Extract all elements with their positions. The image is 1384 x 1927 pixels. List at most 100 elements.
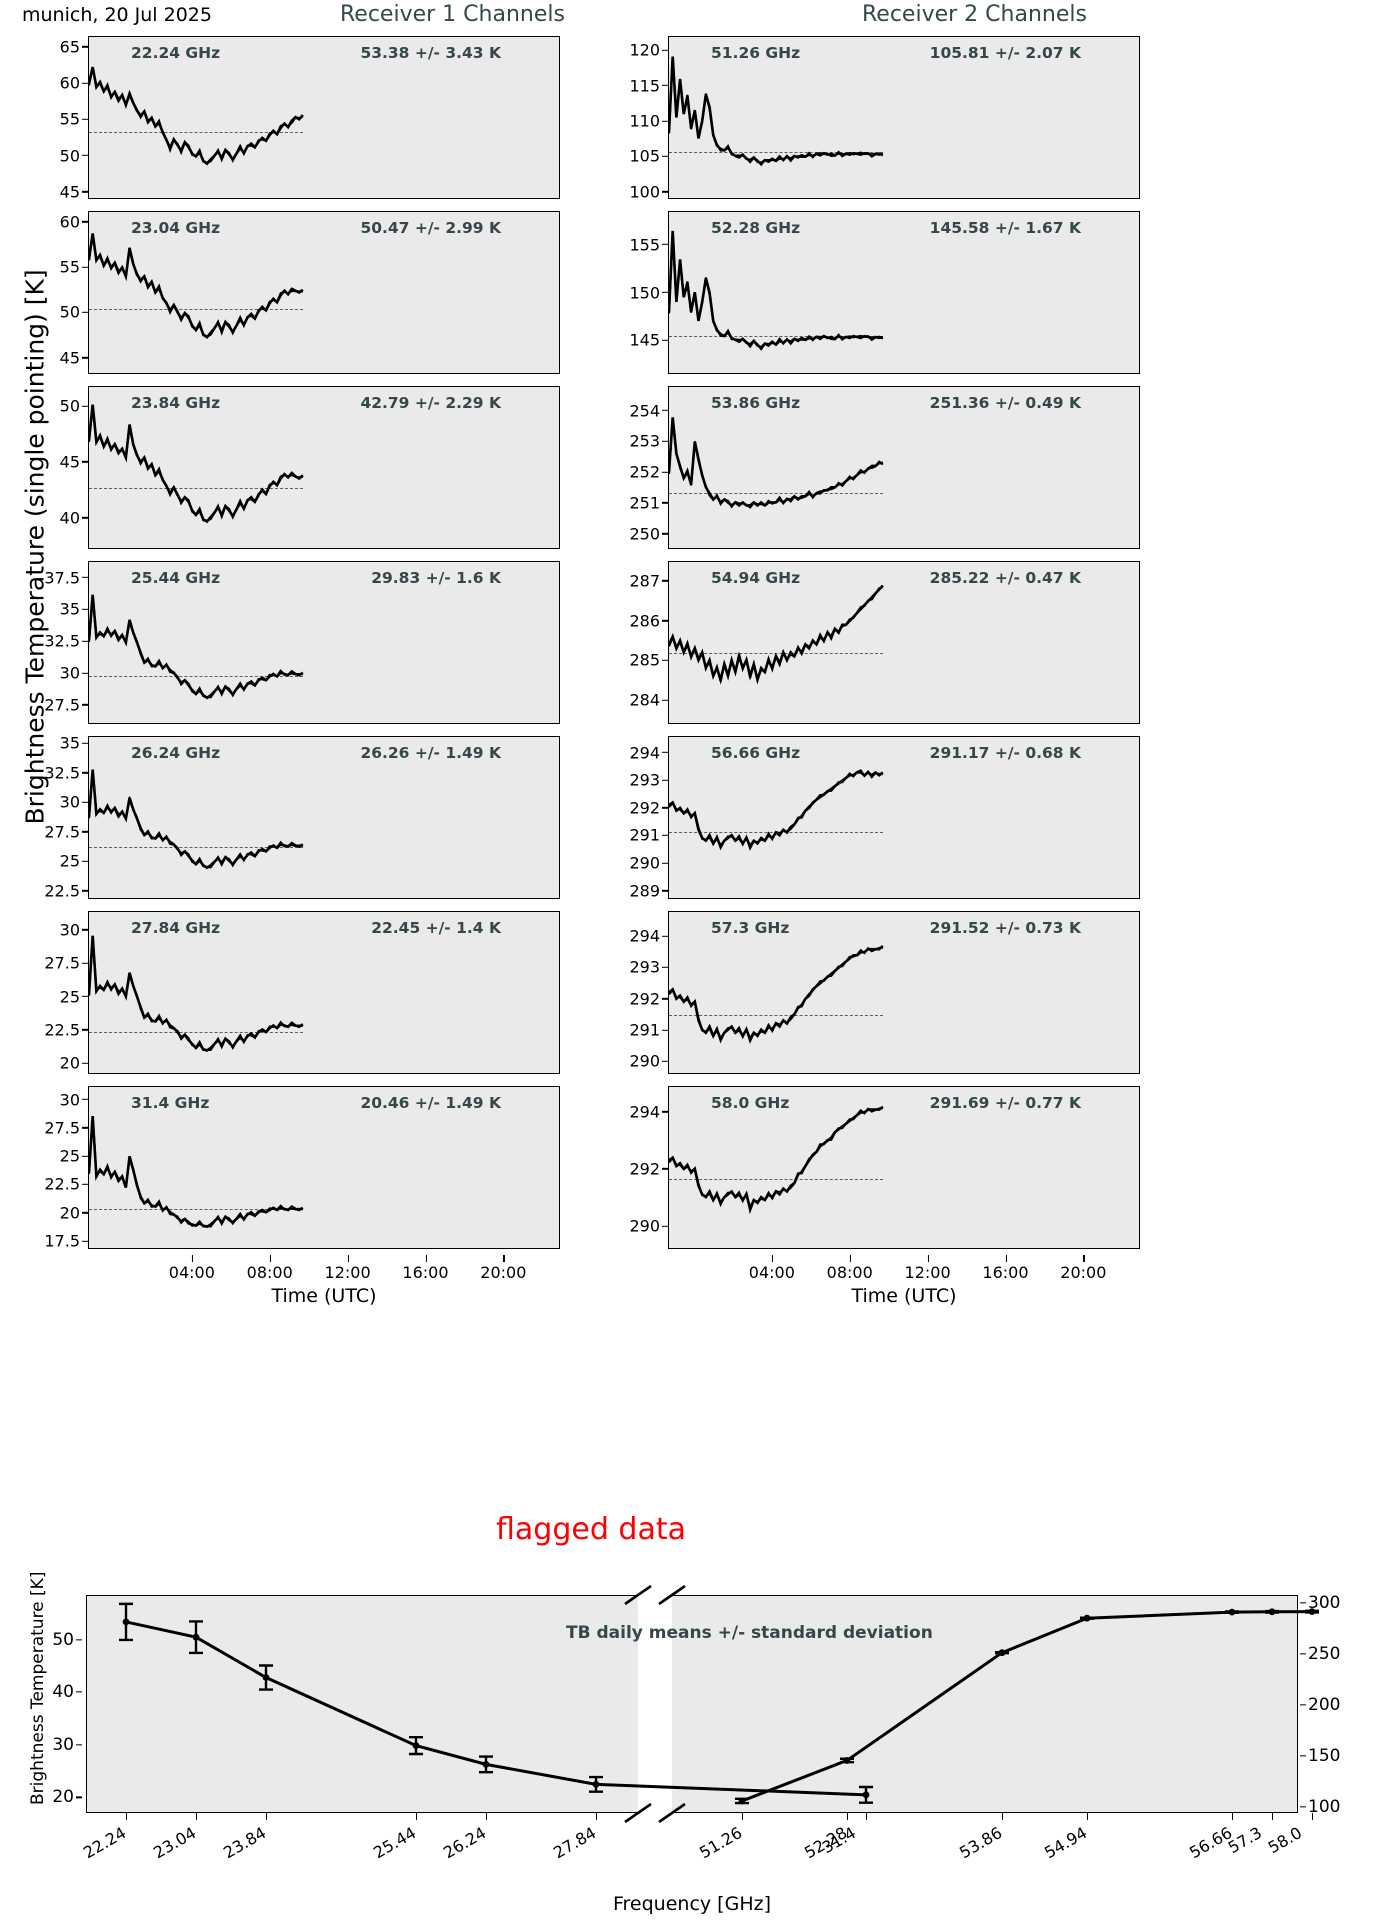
y-tick-label: 50 (59, 396, 80, 416)
x-tick-label: 08:00 (826, 1255, 873, 1282)
x-tick-label: 12:00 (904, 1255, 951, 1282)
y-tick-label: 250 (629, 524, 660, 544)
panel-plot-area: 26.24 GHz 26.26 +/- 1.49 K (88, 736, 560, 899)
y-tick-label: 25 (59, 851, 80, 871)
channel-panel: 40 45 50 23.84 GHz 42.79 +/- 2.29 K (0, 380, 560, 555)
panel-y-axis: 27.5 30 32.5 35 37.5 (0, 555, 88, 730)
panel-y-axis: 290 292 294 (580, 1080, 668, 1255)
y-tick-label: 294 (629, 926, 660, 946)
x-tick-label: 04:00 (748, 1255, 795, 1282)
receiver1-column-title: Receiver 1 Channels (340, 2, 565, 27)
y-tick-label: 45 (59, 348, 80, 368)
site-date-label: munich, 20 Jul 2025 (22, 4, 212, 26)
y-tick-label: 155 (629, 235, 660, 255)
summary-right-y-tick: 300 (1308, 1593, 1341, 1614)
panel-y-axis: 100 105 110 115 120 (580, 30, 668, 205)
timeseries-trace (89, 1087, 559, 1248)
summary-y-axis-label: Brightness Temperature [K] (28, 1571, 48, 1805)
summary-x-tick-mark (126, 1813, 128, 1820)
y-tick-label: 35 (59, 733, 80, 753)
daily-mean-dashed-line (89, 676, 303, 678)
panel-frequency-label: 31.4 GHz (131, 1094, 210, 1112)
y-tick-label: 254 (629, 401, 660, 421)
axis-break-marks (624, 1584, 686, 1824)
panel-plot-area: 23.04 GHz 50.47 +/- 2.99 K (88, 211, 560, 374)
summary-x-tick-mark (1272, 1813, 1274, 1820)
panel-mean-std-label: 105.81 +/- 2.07 K (929, 44, 1081, 62)
y-tick-label: 27.5 (44, 1118, 80, 1138)
y-tick-label: 291 (629, 1020, 660, 1040)
y-tick-label: 289 (629, 881, 660, 901)
summary-x-tick-mark (196, 1813, 198, 1820)
channel-panel: 284 285 286 287 54.94 GHz 285.22 +/- 0.47 K (580, 555, 1140, 730)
panel-mean-std-label: 50.47 +/- 2.99 K (360, 219, 501, 237)
y-tick-label: 287 (629, 571, 660, 591)
panel-mean-std-label: 42.79 +/- 2.29 K (360, 394, 501, 412)
time-axis-label: Time (UTC) (851, 1285, 957, 1307)
y-tick-label: 293 (629, 770, 660, 790)
daily-mean-dashed-line (669, 1014, 883, 1016)
panel-plot-area: 58.0 GHz 291.69 +/- 0.77 K (668, 1086, 1140, 1249)
timeseries-trace (89, 562, 559, 723)
y-tick-label: 37.5 (44, 568, 80, 588)
y-tick-label: 145 (629, 330, 660, 350)
y-tick-label: 30 (59, 663, 80, 683)
panel-frequency-label: 23.84 GHz (131, 394, 221, 412)
channel-panel: 22.5 25 27.5 30 32.5 35 26.24 GHz 26.26 +/- 1.4… (0, 730, 560, 905)
channel-panel: 290 292 294 58.0 GHz 291.69 +/- 0.77 K (580, 1080, 1140, 1255)
panel-y-axis: 250 251 252 253 254 (580, 380, 668, 555)
y-tick-label: 55 (59, 257, 80, 277)
y-tick-label: 115 (629, 76, 660, 96)
y-tick-label: 60 (59, 73, 80, 93)
y-tick-label: 100 (629, 182, 660, 202)
y-tick-label: 290 (629, 1051, 660, 1071)
timeseries-trace (669, 37, 1139, 198)
y-tick-label: 60 (59, 212, 80, 232)
summary-plot-area: TB daily means +/- standard deviation 20… (52, 1584, 1340, 1824)
y-tick-label: 40 (59, 508, 80, 528)
y-tick-label: 22.5 (44, 881, 80, 901)
summary-series (119, 1602, 1319, 1805)
timeseries-trace (89, 212, 559, 373)
panel-mean-std-label: 291.17 +/- 0.68 K (929, 744, 1081, 762)
channel-panel: 17.5 20 22.5 25 27.5 30 31.4 GHz 20.46 +/- 1.49… (0, 1080, 560, 1255)
panel-plot-area: 31.4 GHz 20.46 +/- 1.49 K (88, 1086, 560, 1249)
panel-plot-area: 53.86 GHz 251.36 +/- 0.49 K (668, 386, 1140, 549)
y-tick-label: 27.5 (44, 953, 80, 973)
timeseries-trace (89, 737, 559, 898)
receiver2-panel-column: 100 105 110 115 120 51.26 GHz 105.81 +/- 2.07 … (580, 30, 1140, 1313)
daily-mean-dashed-line (669, 1178, 883, 1180)
summary-right-y-tick: 150 (1308, 1745, 1341, 1766)
panel-mean-std-label: 26.26 +/- 1.49 K (360, 744, 501, 762)
summary-x-tick-mark (486, 1813, 488, 1820)
y-tick-label: 286 (629, 611, 660, 631)
panel-y-axis: 290 291 292 293 294 (580, 905, 668, 1080)
y-tick-label: 45 (59, 452, 80, 472)
x-tick-label: 08:00 (246, 1255, 293, 1282)
timeseries-trace (669, 1087, 1139, 1248)
y-tick-label: 30 (59, 920, 80, 940)
daily-mean-dashed-line (89, 309, 303, 311)
panel-plot-area: 27.84 GHz 22.45 +/- 1.4 K (88, 911, 560, 1074)
panel-plot-area: 57.3 GHz 291.52 +/- 0.73 K (668, 911, 1140, 1074)
summary-x-axis-label: Frequency [GHz] (612, 1893, 771, 1915)
y-tick-label: 285 (629, 650, 660, 670)
summary-x-tick-mark (1312, 1813, 1314, 1820)
summary-x-tick-mark (416, 1813, 418, 1820)
panel-frequency-label: 23.04 GHz (131, 219, 221, 237)
panel-frequency-label: 25.44 GHz (131, 569, 221, 587)
summary-right-segment (672, 1595, 1298, 1813)
time-axis: 04:00 08:00 12:00 16:00 20:00 Time (UTC) (668, 1255, 1140, 1313)
channel-panel: 100 105 110 115 120 51.26 GHz 105.81 +/- 2.07 … (580, 30, 1140, 205)
panel-y-axis: 45 50 55 60 65 (0, 30, 88, 205)
summary-x-tick-mark (1232, 1813, 1234, 1820)
timeseries-trace (669, 912, 1139, 1073)
summary-left-y-tick: 30 (52, 1734, 74, 1755)
y-tick-label: 30 (59, 1090, 80, 1110)
y-tick-label: 17.5 (44, 1231, 80, 1251)
panel-frequency-label: 54.94 GHz (711, 569, 801, 587)
y-tick-label: 27.5 (44, 822, 80, 842)
channel-panel: 250 251 252 253 254 53.86 GHz 251.36 +/- 0.49 … (580, 380, 1140, 555)
summary-x-tick-mark (866, 1813, 868, 1820)
